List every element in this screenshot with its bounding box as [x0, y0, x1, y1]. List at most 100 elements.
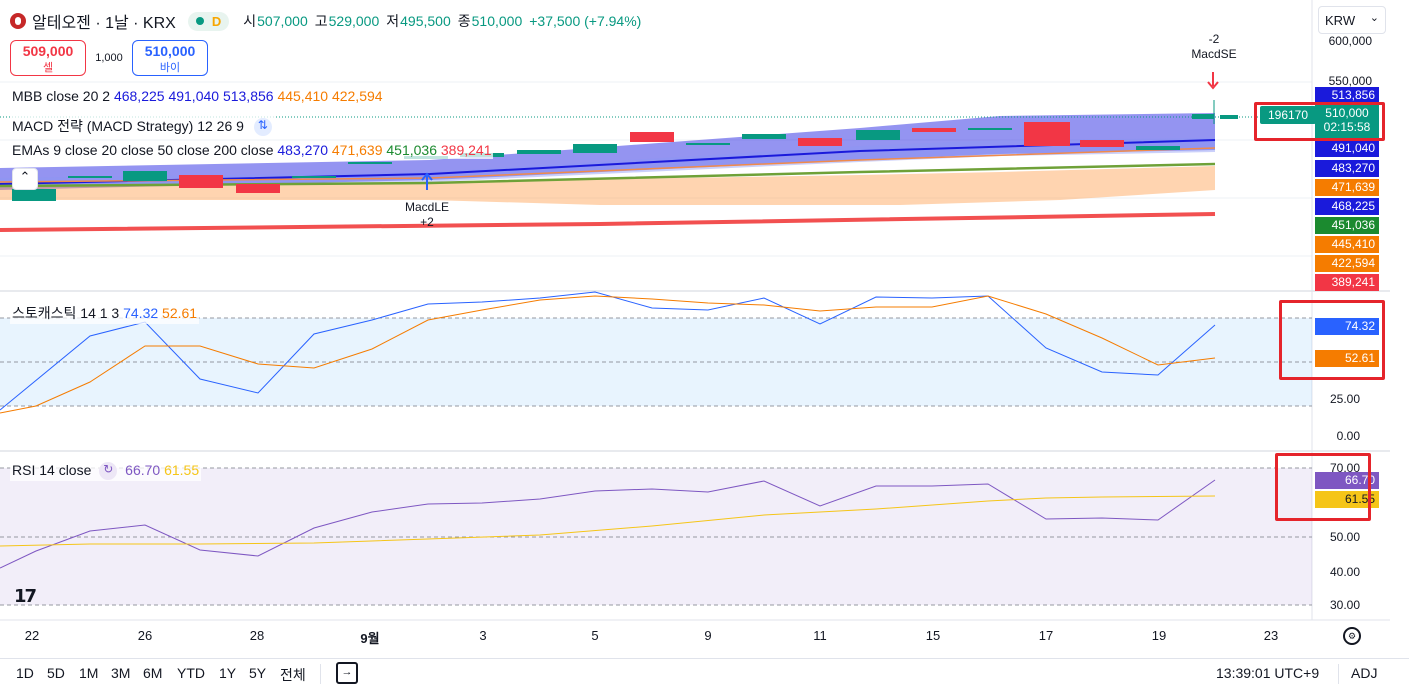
last-price-value: 510,000	[1325, 106, 1369, 120]
timeframe-5y[interactable]: 5Y	[249, 665, 267, 681]
timeframe-5d[interactable]: 5D	[47, 665, 65, 681]
candle	[292, 176, 336, 178]
ema200-line	[0, 212, 1216, 232]
x-tick: 26	[137, 628, 153, 643]
price-label-mbb-basis: 491,040	[1315, 140, 1379, 157]
currency-label: KRW	[1325, 13, 1356, 28]
sell-price: 509,000	[22, 43, 74, 59]
order-quantity[interactable]: 1,000	[95, 52, 123, 64]
mbb-value-3: 513,856	[222, 88, 274, 104]
tradingview-logo-icon[interactable]: 𝟭𝟳	[14, 586, 37, 606]
rsi-axis-label: 66.70	[1315, 472, 1379, 489]
low-label: 저	[386, 13, 400, 29]
timeframe-1y[interactable]: 1Y	[219, 665, 237, 681]
rsi-tick: 70.00	[1329, 461, 1360, 475]
long-signal-name: MacdLE	[404, 200, 450, 214]
ema-legend[interactable]: EMAs 9 close 20 close 50 close 200 close…	[10, 141, 494, 159]
close-label: 종	[457, 13, 471, 29]
stoch-tick: 0.00	[1336, 429, 1360, 443]
price-label-ema20: 471,639	[1315, 179, 1379, 196]
rsi-value: 66.70	[125, 462, 161, 478]
timeframe-all[interactable]: 전체	[280, 667, 306, 683]
highlight-box-last-price	[1254, 102, 1385, 141]
x-tick: 28	[249, 628, 265, 643]
go-to-date-icon[interactable]: →	[336, 662, 358, 684]
candle	[517, 150, 561, 154]
x-tick: 15	[925, 628, 941, 643]
macd-legend-title: MACD 전략 (MACD Strategy) 12 26 9	[12, 118, 244, 134]
rsi-line	[0, 479, 1216, 569]
volume-tag: 196170	[1260, 106, 1316, 124]
mbb-legend[interactable]: MBB close 20 2 468,225 491,040 513,856 4…	[10, 87, 385, 105]
rsi-ma-value: 61.55	[164, 462, 200, 478]
rsi-tick: 30.00	[1329, 598, 1360, 612]
candle	[742, 134, 786, 139]
stoch-k-value: 74.32	[123, 305, 159, 321]
candle	[236, 184, 280, 193]
ema-value-1: 483,270	[277, 142, 328, 158]
company-logo-icon	[10, 13, 26, 29]
long-signal-arrow-icon	[421, 172, 433, 190]
timeframe-6m[interactable]: 6M	[143, 665, 163, 681]
short-signal-label: -2 MacdSE	[1190, 32, 1238, 62]
rsi-tick: 40.00	[1329, 565, 1360, 579]
sync-icon[interactable]: ↻	[99, 462, 118, 481]
rsi-ma-axis-label: 61.55	[1315, 491, 1379, 508]
rsi-legend[interactable]: RSI 14 close ↻ 66.70 61.55	[10, 461, 202, 482]
x-tick: 3	[479, 628, 487, 643]
x-tick: 17	[1038, 628, 1054, 643]
rsi-ma-line	[0, 495, 1216, 547]
timeframe-ytd[interactable]: YTD	[177, 665, 205, 681]
market-status-pill[interactable]: D	[187, 11, 230, 31]
chevron-up-icon: ⌃	[19, 169, 31, 184]
x-tick: 9	[704, 628, 712, 643]
market-open-dot-icon	[195, 17, 204, 25]
price-label-ema50: 451,036	[1315, 217, 1379, 234]
candles	[12, 100, 1238, 201]
collapse-legend-button[interactable]: ⌃	[12, 168, 38, 190]
open-value: 507,000	[257, 13, 308, 29]
candle	[1024, 122, 1070, 146]
sell-label: 셀	[42, 62, 54, 74]
rsi-tick: 50.00	[1329, 530, 1360, 544]
stoch-d-value: 52.61	[162, 305, 198, 321]
buy-label: 바이	[159, 62, 181, 74]
macd-strategy-legend[interactable]: MACD 전략 (MACD Strategy) 12 26 9 ⇅	[10, 115, 274, 138]
highlight-box-stoch	[1279, 300, 1385, 380]
candle	[348, 162, 392, 164]
symbol-header: 알테오젠 · 1날 · KRX D 시 507,000 고 529,000 저 495…	[10, 8, 648, 34]
clock-timezone[interactable]: 13:39:01 UTC+9	[1216, 665, 1320, 681]
high-label: 고	[314, 13, 328, 29]
mbb-value-4: 445,410	[277, 88, 329, 104]
buy-price: 510,000	[144, 43, 196, 59]
x-tick-month: 9월	[360, 631, 380, 646]
close-value: 510,000	[471, 13, 523, 29]
price-tick: 600,000	[1328, 34, 1372, 48]
price-label-ema9: 483,270	[1315, 160, 1379, 177]
low-value: 495,500	[400, 13, 451, 29]
rsi-legend-title: RSI 14 close	[12, 462, 92, 478]
highlight-box-rsi	[1275, 453, 1371, 521]
stoch-d-line	[0, 295, 1216, 414]
price-label-mbb-4: 445,410	[1315, 236, 1379, 253]
mbb-value-1: 468,225	[113, 88, 165, 104]
x-tick: 23	[1263, 628, 1279, 643]
ema-value-3: 451,036	[386, 142, 437, 158]
price-label-mbb-lower: 422,594	[1315, 255, 1379, 272]
short-signal-name: MacdSE	[1191, 47, 1237, 61]
timeframe-3m[interactable]: 3M	[111, 665, 131, 681]
symbol-title[interactable]: 알테오젠 · 1날 · KRX	[32, 15, 176, 32]
candle	[12, 189, 56, 201]
stoch-legend[interactable]: 스토캐스틱 14 1 3 74.32 52.61	[10, 302, 200, 324]
sell-button[interactable]: 509,000 셀	[10, 40, 86, 76]
timeframe-1d[interactable]: 1D	[16, 665, 34, 681]
adjust-data-toggle[interactable]: ADJ	[1351, 665, 1378, 681]
buy-button[interactable]: 510,000 바이	[132, 40, 208, 76]
timeframe-1m[interactable]: 1M	[79, 665, 99, 681]
strategy-report-icon[interactable]: ⇅	[253, 118, 272, 137]
currency-select[interactable]: KRW ⌄	[1318, 6, 1386, 34]
candle	[179, 175, 223, 188]
settings-gear-icon[interactable]: ⚙	[1343, 627, 1361, 645]
candle	[856, 130, 900, 140]
